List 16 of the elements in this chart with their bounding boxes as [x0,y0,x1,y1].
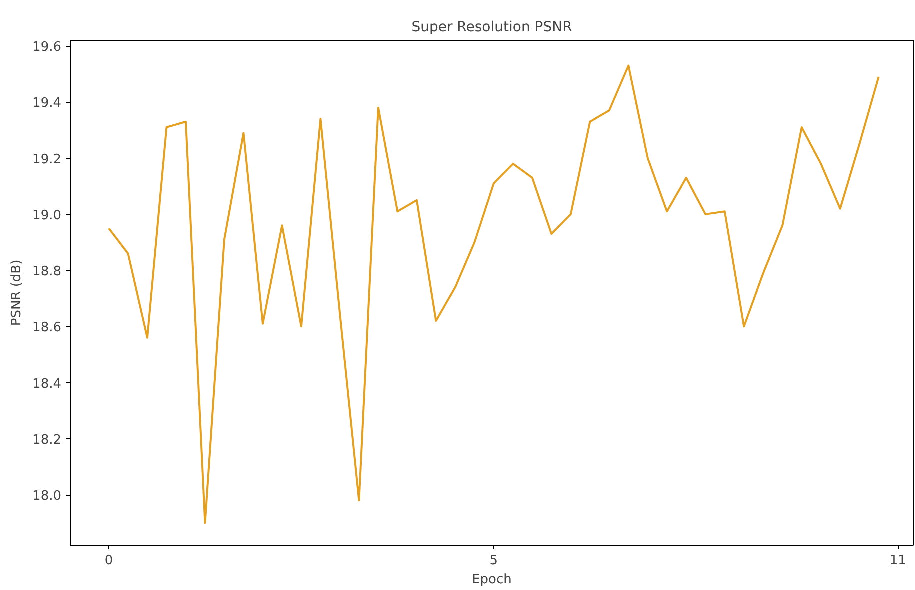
x-tick-label: 5 [490,554,498,568]
y-tick-label: 19.2 [32,152,62,168]
y-tick-label: 19.4 [32,96,62,112]
y-tick-label: 18.8 [32,264,62,280]
x-axis-title: Epoch [472,572,512,588]
y-tick-label: 18.4 [32,376,62,392]
y-tick-label: 19.6 [32,40,62,56]
y-tick-label: 19.0 [32,208,62,224]
line-series [108,64,880,524]
x-tick-label: 0 [104,554,114,568]
y-tick-label: 18.6 [32,320,62,336]
chart-title: Super Resolution PSNR [412,20,573,36]
y-tick-label: 18.0 [32,489,62,504]
y-tick-label: 18.2 [32,432,62,448]
x-tick-label: 11 [890,554,906,568]
y-axis-title: PSNR (dB) [10,260,25,326]
